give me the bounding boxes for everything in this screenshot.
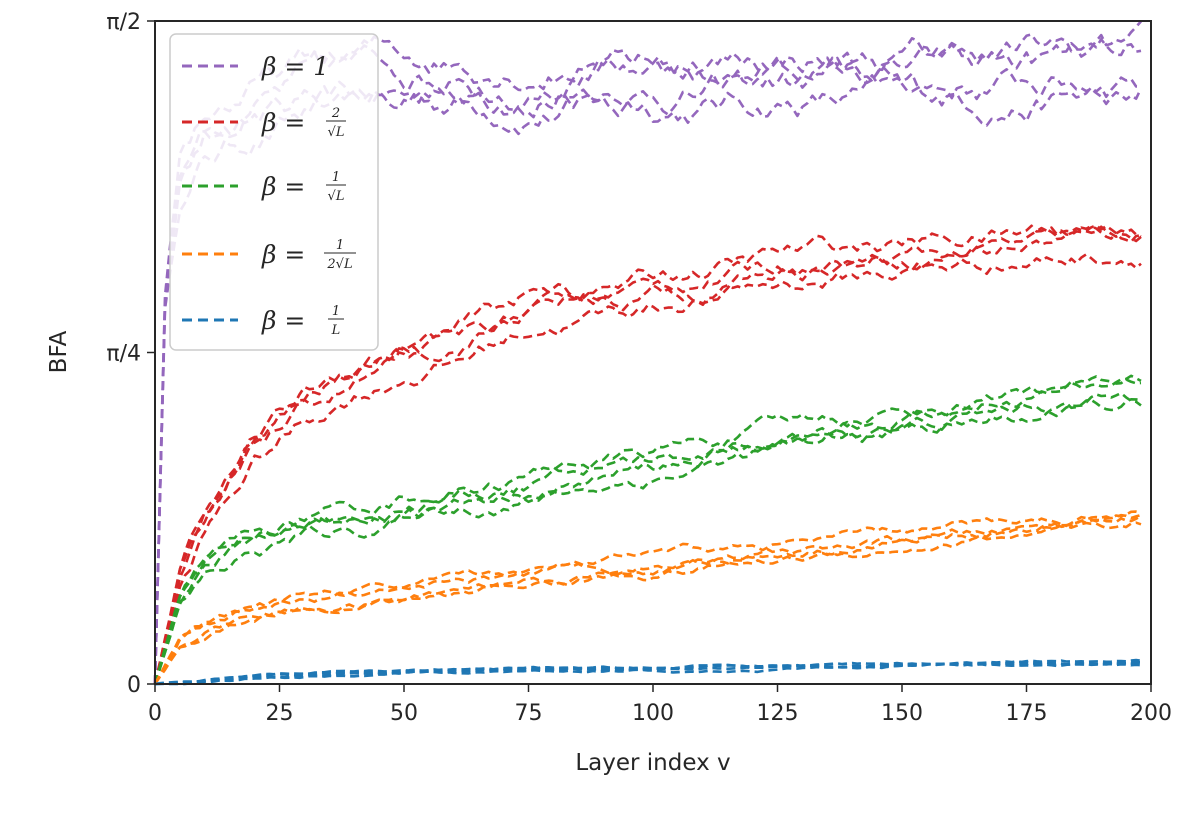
series-line (153, 374, 1142, 685)
svg-text:β =: β = (261, 172, 305, 201)
series-line (154, 660, 1142, 686)
svg-text:L: L (331, 323, 341, 338)
legend-label-beta-2-over-sqrt-l: β = 2 √L (261, 106, 346, 140)
x-tick-label: 50 (390, 701, 418, 726)
series-line (153, 33, 1142, 685)
x-tick-label: 0 (148, 701, 162, 726)
x-tick-label: 75 (515, 701, 543, 726)
series-line (153, 253, 1142, 685)
y-tick-label: π/2 (106, 10, 141, 35)
x-tick-label: 150 (881, 701, 923, 726)
series-line (153, 375, 1142, 685)
series-line (153, 56, 1143, 685)
y-axis: 0 π/4 π/2 (106, 10, 155, 698)
series-line (153, 391, 1142, 685)
svg-text:β =: β = (261, 108, 305, 137)
legend-label-beta-1: β = 1 (261, 52, 329, 81)
y-axis-label: BFA (46, 330, 72, 373)
svg-text:β =: β = (261, 306, 305, 335)
x-axis: 0 25 50 75 100 125 150 175 200 (148, 684, 1172, 726)
svg-text:1: 1 (332, 304, 340, 319)
x-tick-label: 200 (1130, 701, 1172, 726)
svg-text:1: 1 (336, 238, 344, 253)
x-axis-label: Layer index v (575, 750, 730, 776)
x-tick-label: 175 (1006, 701, 1048, 726)
legend-box (169, 33, 379, 351)
series-line (153, 514, 1142, 685)
series-line (153, 20, 1142, 685)
svg-text:√L: √L (328, 189, 345, 204)
legend-label-beta-1-over-sqrt-l: β = 1 √L (261, 170, 346, 204)
svg-text:β =: β = (261, 240, 305, 269)
x-tick-label: 125 (757, 701, 799, 726)
series-line (153, 521, 1142, 685)
y-tick-label: 0 (127, 673, 141, 698)
series-line (153, 510, 1142, 685)
series-line (153, 224, 1142, 685)
plot-lines (153, 20, 1143, 686)
legend-label-beta-1-over-l: β = 1 L (261, 304, 344, 338)
svg-text:1: 1 (332, 170, 340, 185)
x-tick-label: 25 (266, 701, 294, 726)
legend: β = 1 β = 2 √L β = 1 √L β = 1 2√L β = 1 (169, 33, 379, 351)
svg-text:2√L: 2√L (326, 257, 352, 272)
y-tick-label: π/4 (106, 342, 141, 367)
x-tick-label: 100 (632, 701, 674, 726)
svg-text:√L: √L (328, 125, 345, 140)
series-line (153, 224, 1142, 685)
series-line (154, 660, 1141, 686)
svg-text:2: 2 (331, 106, 340, 121)
legend-label-beta-1-over-2-sqrt-l: β = 1 2√L (261, 238, 356, 272)
series-line (153, 397, 1141, 685)
